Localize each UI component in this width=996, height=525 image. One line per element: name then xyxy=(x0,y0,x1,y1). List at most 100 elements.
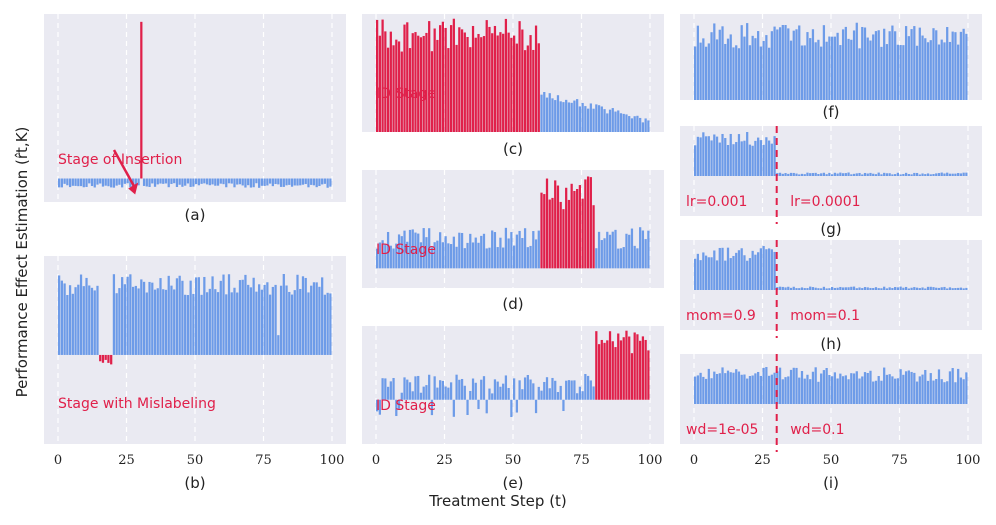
bar xyxy=(726,38,730,100)
bar xyxy=(874,174,878,176)
bar xyxy=(326,292,329,355)
bar xyxy=(513,35,516,133)
x-tick-label: 100 xyxy=(638,453,663,468)
bar xyxy=(957,44,960,100)
bar xyxy=(576,188,579,269)
bar xyxy=(449,382,453,400)
panel-c: ID Stage (c) xyxy=(362,14,664,158)
bar xyxy=(510,37,513,132)
bar xyxy=(825,288,828,290)
bar xyxy=(263,284,266,355)
bar xyxy=(66,294,69,355)
bar xyxy=(636,115,639,132)
bar xyxy=(721,367,724,404)
bar xyxy=(460,378,464,400)
bar xyxy=(795,29,798,101)
bar xyxy=(101,354,105,363)
bar xyxy=(628,234,631,269)
bar xyxy=(921,173,924,176)
bar xyxy=(397,41,401,132)
bar xyxy=(828,36,831,100)
bar xyxy=(414,232,417,269)
bar xyxy=(825,174,828,176)
bar xyxy=(625,233,628,269)
annotation-right: mom=0.1 xyxy=(790,308,860,324)
bar xyxy=(282,273,285,355)
bar xyxy=(814,367,817,404)
bar xyxy=(628,116,631,132)
bar xyxy=(924,38,927,100)
bar xyxy=(839,286,842,290)
bar xyxy=(965,372,968,404)
y-axis-label-container: Performance Effect Estimation (r̂t,K) xyxy=(0,0,40,525)
bar xyxy=(589,103,592,132)
bar xyxy=(573,380,576,400)
bar xyxy=(68,285,72,355)
bar xyxy=(123,284,127,355)
bar xyxy=(915,172,919,176)
bar xyxy=(828,172,831,176)
bar xyxy=(68,178,72,188)
bar xyxy=(724,43,727,100)
bar xyxy=(962,288,965,290)
bar xyxy=(485,399,488,414)
bar xyxy=(414,32,417,133)
bar xyxy=(321,277,324,355)
bar xyxy=(554,180,557,269)
bar xyxy=(732,372,735,404)
bar xyxy=(570,102,573,132)
bar xyxy=(921,287,924,290)
bar xyxy=(957,287,960,290)
bar xyxy=(855,288,858,290)
bar xyxy=(754,140,757,176)
bar xyxy=(787,286,790,290)
bar xyxy=(872,381,875,404)
bar xyxy=(811,173,815,176)
bar xyxy=(378,399,381,415)
bar xyxy=(836,173,839,176)
bar xyxy=(414,376,417,400)
bar xyxy=(471,242,475,269)
bar xyxy=(395,39,398,132)
bar xyxy=(581,391,584,400)
bar xyxy=(252,277,255,355)
bar xyxy=(696,136,699,176)
bar xyxy=(767,140,771,176)
bar xyxy=(288,178,291,185)
panel-caption: (e) xyxy=(503,474,524,492)
bar xyxy=(803,45,806,100)
bar xyxy=(822,172,826,176)
bar xyxy=(274,178,277,185)
bar xyxy=(79,178,83,187)
bar xyxy=(299,178,302,186)
bar xyxy=(521,29,524,133)
bar xyxy=(121,178,124,188)
bar xyxy=(436,240,439,269)
bar xyxy=(178,275,181,355)
bar xyxy=(406,22,409,133)
bar xyxy=(781,379,784,404)
bar xyxy=(439,380,442,400)
bar xyxy=(724,138,727,176)
bar xyxy=(954,173,957,176)
bar xyxy=(184,294,187,355)
annotation-right: wd=0.1 xyxy=(790,422,844,438)
bar xyxy=(800,287,804,290)
bar xyxy=(304,277,307,355)
bar xyxy=(466,37,469,132)
bar xyxy=(932,28,935,100)
bar xyxy=(502,33,505,133)
bar xyxy=(567,199,571,269)
bar xyxy=(551,197,554,269)
bar xyxy=(491,33,494,132)
bar xyxy=(496,381,499,400)
bar xyxy=(197,277,200,355)
bar xyxy=(389,381,392,400)
bar xyxy=(140,279,143,355)
bar xyxy=(861,26,864,101)
bar xyxy=(625,330,628,400)
bar xyxy=(463,385,466,400)
bar xyxy=(702,132,705,176)
bar xyxy=(376,248,379,269)
bar xyxy=(474,237,477,269)
